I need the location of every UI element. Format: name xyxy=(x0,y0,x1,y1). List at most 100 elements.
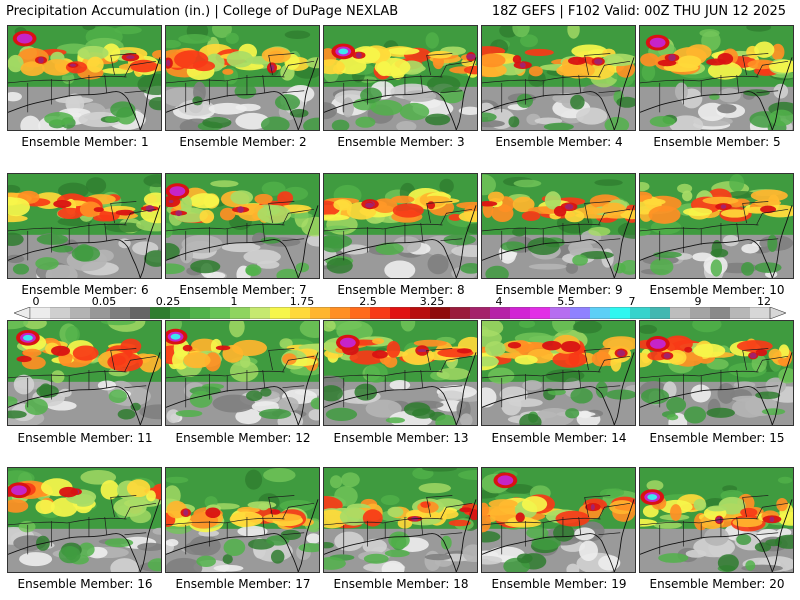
precip-map xyxy=(640,26,793,130)
heavy-precip-area xyxy=(677,55,702,69)
heavy-precip-area xyxy=(681,190,693,202)
heavy-precip-area xyxy=(528,66,543,77)
colorbar-segment xyxy=(130,307,151,319)
moderate-precip-area xyxy=(646,480,664,491)
moderate-precip-area xyxy=(727,190,756,199)
heavy-precip-area xyxy=(602,336,635,351)
low-precip-area xyxy=(179,245,194,264)
light-precip-area xyxy=(666,397,687,413)
colorbar-segment xyxy=(430,307,451,319)
moderate-precip-area xyxy=(65,326,80,344)
ensemble-member-label: Ensemble Member: 7 xyxy=(179,283,307,297)
ensemble-member-label: Ensemble Member: 1 xyxy=(21,135,149,149)
state-boundary xyxy=(756,502,789,520)
heavy-precip-area xyxy=(448,213,463,221)
heavy-precip-area xyxy=(754,41,775,58)
heavy-precip-area xyxy=(199,209,215,224)
heavy-precip-area xyxy=(707,61,742,80)
light-precip-area xyxy=(223,538,246,557)
moderate-precip-area xyxy=(229,360,259,382)
low-precip-area xyxy=(565,262,579,274)
colorbar-segment xyxy=(650,307,671,319)
state-boundary xyxy=(420,370,424,388)
state-boundary xyxy=(262,223,266,241)
florida-atlantic-coastline xyxy=(613,352,635,425)
state-boundary xyxy=(110,53,137,76)
state-boundary xyxy=(8,517,127,526)
extreme-precip-core xyxy=(564,203,574,210)
low-precip-area xyxy=(717,382,735,404)
light-precip-area xyxy=(108,389,128,404)
intense-precip-core xyxy=(684,346,693,353)
gulf-coastline xyxy=(166,386,299,425)
heavy-precip-area xyxy=(87,56,104,73)
state-boundary xyxy=(598,208,631,226)
low-precip-area xyxy=(674,82,688,101)
state-boundary xyxy=(756,60,789,78)
precip-map xyxy=(324,468,477,572)
light-precip-area xyxy=(36,233,68,245)
heavy-precip-area xyxy=(482,53,506,68)
colorbar-frame xyxy=(29,307,771,319)
heavy-precip-area xyxy=(362,509,383,527)
light-precip-area xyxy=(260,387,272,397)
extreme-precip-core xyxy=(166,59,171,67)
light-precip-area xyxy=(508,116,520,128)
low-precip-area xyxy=(396,121,417,130)
heavy-precip-area xyxy=(484,341,506,357)
ensemble-member-label: Ensemble Member: 12 xyxy=(175,431,311,445)
ensemble-map-panel xyxy=(165,173,320,279)
heavy-precip-area xyxy=(720,209,749,218)
state-boundary xyxy=(578,370,582,388)
low-precip-area xyxy=(362,538,387,554)
precip-map xyxy=(482,26,635,130)
colorbar-segment xyxy=(550,307,571,319)
gulf-coastline xyxy=(8,91,141,130)
colorbar-segment xyxy=(470,307,491,319)
light-precip-area xyxy=(117,409,136,420)
extreme-precip-core xyxy=(38,56,44,64)
light-precip-area xyxy=(485,265,509,278)
light-precip-area xyxy=(166,243,180,260)
light-precip-area xyxy=(363,553,389,564)
ensemble-member-label: Ensemble Member: 17 xyxy=(175,577,311,591)
intense-precip-core xyxy=(542,340,562,351)
moderate-precip-area xyxy=(520,34,538,48)
colorbar-segment xyxy=(30,307,51,319)
light-precip-area xyxy=(706,407,735,418)
moderate-precip-area xyxy=(482,321,504,337)
light-precip-area xyxy=(570,94,585,110)
light-precip-area xyxy=(683,406,707,424)
state-boundary xyxy=(166,517,285,526)
low-precip-area xyxy=(65,93,85,114)
moderate-precip-area xyxy=(380,495,400,506)
moderate-precip-area xyxy=(545,369,585,383)
state-boundary xyxy=(282,532,305,536)
light-precip-area xyxy=(12,263,30,275)
precip-map xyxy=(166,321,319,425)
precip-map xyxy=(482,321,635,425)
gulf-coastline xyxy=(324,533,457,572)
heavy-precip-area xyxy=(463,65,477,75)
moderate-precip-area xyxy=(778,368,793,384)
heavy-precip-area xyxy=(8,499,29,513)
moderate-precip-area xyxy=(261,181,286,196)
moderate-precip-area xyxy=(299,321,319,338)
heavy-precip-area xyxy=(524,48,554,57)
gulf-coastline xyxy=(166,91,299,130)
moderate-precip-area xyxy=(340,472,360,488)
state-boundary xyxy=(8,370,127,379)
low-precip-area xyxy=(13,374,35,395)
state-boundary xyxy=(756,208,789,226)
light-precip-area xyxy=(276,268,300,278)
low-precip-area xyxy=(528,263,567,270)
intense-precip-core xyxy=(205,507,221,519)
heavy-precip-area xyxy=(180,195,192,214)
extreme-precip-core xyxy=(183,509,189,516)
heavy-precip-area xyxy=(487,191,505,203)
colorbar-segment xyxy=(170,307,191,319)
extreme-precip-core xyxy=(269,64,275,71)
light-precip-area xyxy=(280,529,302,541)
precip-map xyxy=(8,468,161,572)
extreme-precip-core xyxy=(417,349,427,353)
